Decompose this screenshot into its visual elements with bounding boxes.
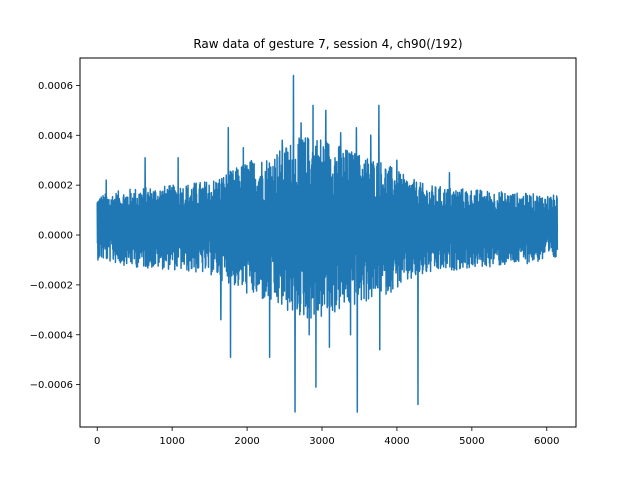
chart-title: Raw data of gesture 7, session 4, ch90(/… (193, 37, 462, 51)
x-tick-label: 1000 (159, 436, 184, 447)
y-tick-label: 0.0000 (38, 231, 73, 242)
y-axis: −0.0006 −0.0004 −0.0002 0.0000 0.0002 0.0004 0… (30, 81, 80, 391)
plot-area-frame (79, 57, 577, 428)
x-tick-label: 5000 (459, 436, 484, 447)
y-tick-label: −0.0004 (30, 330, 73, 341)
x-tick-label: 2000 (234, 436, 259, 447)
x-axis: 0 1000 2000 3000 4000 5000 6000 (94, 427, 560, 447)
y-tick-label: −0.0006 (30, 380, 73, 391)
y-tick-label: 0.0006 (38, 81, 73, 92)
x-tick-label: 0 (94, 436, 100, 447)
x-tick-label: 3000 (309, 436, 334, 447)
y-tick-label: −0.0002 (30, 280, 73, 291)
series-line (96, 74, 559, 413)
y-tick-label: 0.0004 (38, 131, 73, 142)
x-tick-label: 4000 (384, 436, 409, 447)
y-tick-label: 0.0002 (38, 181, 73, 192)
x-tick-label: 6000 (534, 436, 559, 447)
